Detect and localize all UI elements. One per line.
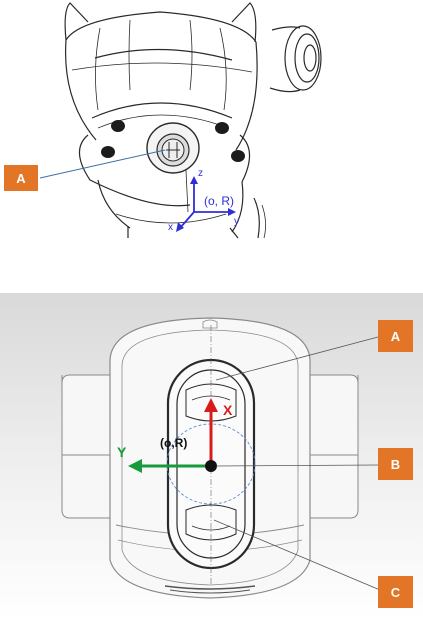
bottom-callout-c-label: C — [391, 585, 401, 600]
bottom-callout-a-leader — [215, 336, 379, 381]
bottom-callout-b-leader — [215, 464, 379, 467]
top-axis-y-label: y — [234, 216, 239, 227]
top-coordinate-frame — [176, 176, 236, 232]
bottom-callout-c-leader — [213, 519, 381, 591]
bottom-coordinate-frame — [128, 398, 218, 473]
bottom-callout-c-box — [378, 576, 413, 608]
top-callout-a: A — [4, 149, 166, 191]
top-button-recess — [146, 122, 200, 174]
bottom-callout-b-label: B — [391, 457, 400, 472]
bottom-callout-b-box — [378, 448, 413, 480]
bottom-callout-a-box — [378, 320, 413, 352]
top-callout-a-leader — [39, 149, 166, 179]
bottom-axis-x-label: X — [223, 402, 233, 418]
top-drawing-holes — [101, 120, 245, 162]
top-callout-a-box — [4, 165, 38, 191]
bottom-callout-a: A — [215, 320, 413, 381]
bottom-axis-y-arrowhead — [128, 459, 142, 473]
top-frame-label: (o, R) — [204, 194, 234, 208]
top-callout-a-label: A — [16, 171, 26, 186]
bottom-axis-x-arrowhead — [204, 398, 218, 412]
top-axis-x-label: x — [168, 222, 173, 233]
bottom-callout-b: B — [215, 448, 413, 480]
bottom-callout-a-label: A — [391, 329, 401, 344]
top-robot-drawing — [64, 2, 322, 239]
bottom-axis-y-label: Y — [117, 444, 127, 460]
bottom-callout-c: C — [213, 519, 413, 608]
top-axis-z-label: z — [198, 168, 203, 179]
top-axis-x-arrow — [179, 211, 195, 229]
bottom-frame-label: (o,R) — [160, 436, 187, 450]
bottom-origin-dot — [205, 460, 217, 472]
